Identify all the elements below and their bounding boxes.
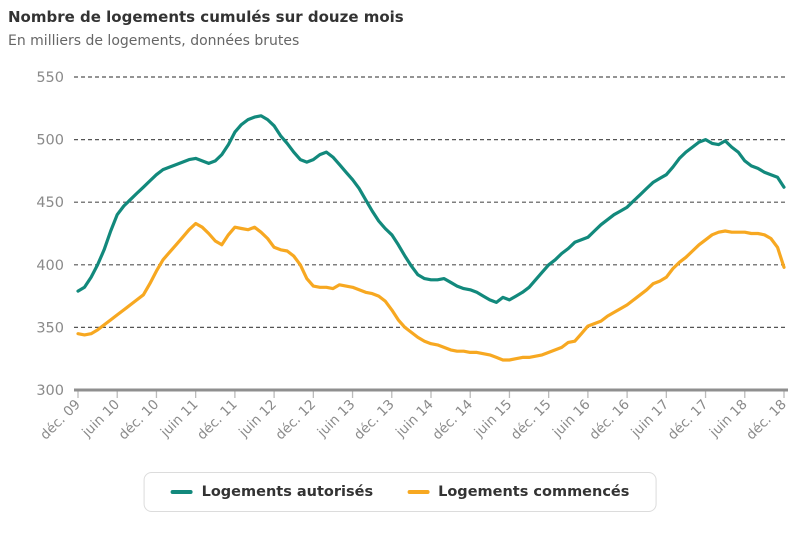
x-axis-label-déc. 15: déc. 15 xyxy=(508,397,555,444)
x-axis-label-juin 16: juin 16 xyxy=(549,397,594,442)
x-axis-label-juin 12: juin 12 xyxy=(235,397,280,442)
x-axis-label-déc. 10: déc. 10 xyxy=(116,397,163,444)
legend-label-commences: Logements commencés xyxy=(438,484,630,500)
page-subtitle: En milliers de logements, données brutes xyxy=(8,33,300,49)
page-title: Nombre de logements cumulés sur douze mo… xyxy=(8,8,404,26)
x-axis-label-juin 13: juin 13 xyxy=(314,397,359,442)
legend-item-commences: Logements commencés xyxy=(407,484,629,500)
y-axis-label-550: 550 xyxy=(36,70,64,86)
legend-item-autorises: Logements autorisés xyxy=(170,484,374,500)
legend-label-autorises: Logements autorisés xyxy=(201,484,374,500)
commences-line-swatch xyxy=(407,490,430,494)
x-axis-label-déc. 12: déc. 12 xyxy=(272,397,319,444)
x-axis-label-juin 17: juin 17 xyxy=(628,397,673,442)
x-axis-label-juin 10: juin 10 xyxy=(78,397,123,442)
x-axis-label-déc. 16: déc. 16 xyxy=(586,397,633,444)
x-axis-label-juin 15: juin 15 xyxy=(471,397,516,442)
x-axis-label-déc. 14: déc. 14 xyxy=(429,397,476,444)
x-axis-label-juin 18: juin 18 xyxy=(706,397,751,442)
series-line-commences xyxy=(76,221,786,362)
y-axis-label-500: 500 xyxy=(36,133,64,149)
y-axis-label-450: 450 xyxy=(36,195,64,211)
x-axis-label-déc. 09: déc. 09 xyxy=(37,397,84,444)
series-line-autorises xyxy=(76,114,786,304)
x-axis-label-déc. 11: déc. 11 xyxy=(194,397,241,444)
x-axis-label-déc. 17: déc. 17 xyxy=(665,397,712,444)
y-axis-label-400: 400 xyxy=(36,258,64,274)
y-axis-label-350: 350 xyxy=(36,320,64,336)
y-axis-label-300: 300 xyxy=(36,383,64,399)
x-axis-label-juin 14: juin 14 xyxy=(392,397,437,442)
x-axis-label-déc. 13: déc. 13 xyxy=(351,397,398,444)
x-axis-label-juin 11: juin 11 xyxy=(157,397,202,442)
chart-legend: Logements autorisés Logements commencés xyxy=(143,472,657,512)
autorises-line-swatch xyxy=(170,490,193,494)
x-axis-label-déc. 18: déc. 18 xyxy=(743,397,790,444)
